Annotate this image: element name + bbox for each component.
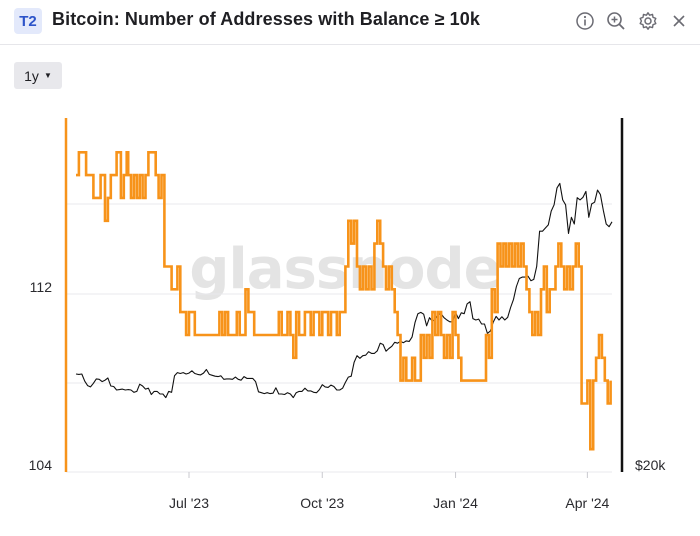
x-tick-label: Apr '24: [565, 495, 609, 511]
tier-badge: T2: [14, 8, 42, 34]
y-tick-label-left: 112: [30, 279, 53, 295]
y-axis-ticks: 112 104 $20k: [29, 279, 667, 473]
axes: [64, 118, 624, 472]
y-tick-label-left: 104: [29, 457, 53, 473]
series-line-0: [76, 151, 612, 451]
info-icon[interactable]: [574, 10, 596, 32]
settings-icon[interactable]: [637, 10, 659, 32]
addresses-series: [76, 151, 612, 451]
close-icon[interactable]: [668, 10, 690, 32]
chart-header: T2 Bitcoin: Number of Addresses with Bal…: [0, 0, 700, 45]
x-tick-label: Jul '23: [169, 495, 209, 511]
x-tick-label: Oct '23: [300, 495, 344, 511]
x-tick-label: Jan '24: [433, 495, 478, 511]
chevron-down-icon: ▼: [43, 71, 52, 80]
zoom-in-icon[interactable]: [605, 10, 627, 32]
x-axis-ticks: Jul '23 Oct '23 Jan '24 Apr '24: [169, 472, 610, 511]
time-range-label: 1y: [24, 67, 39, 84]
grid: [66, 203, 612, 473]
time-range-dropdown[interactable]: 1y ▼: [14, 62, 62, 89]
price-series: [75, 182, 613, 399]
y-tick-label-right: $20k: [635, 457, 666, 473]
chart-title: Bitcoin: Number of Addresses with Balanc…: [52, 9, 481, 29]
series-line-1: [75, 182, 613, 399]
